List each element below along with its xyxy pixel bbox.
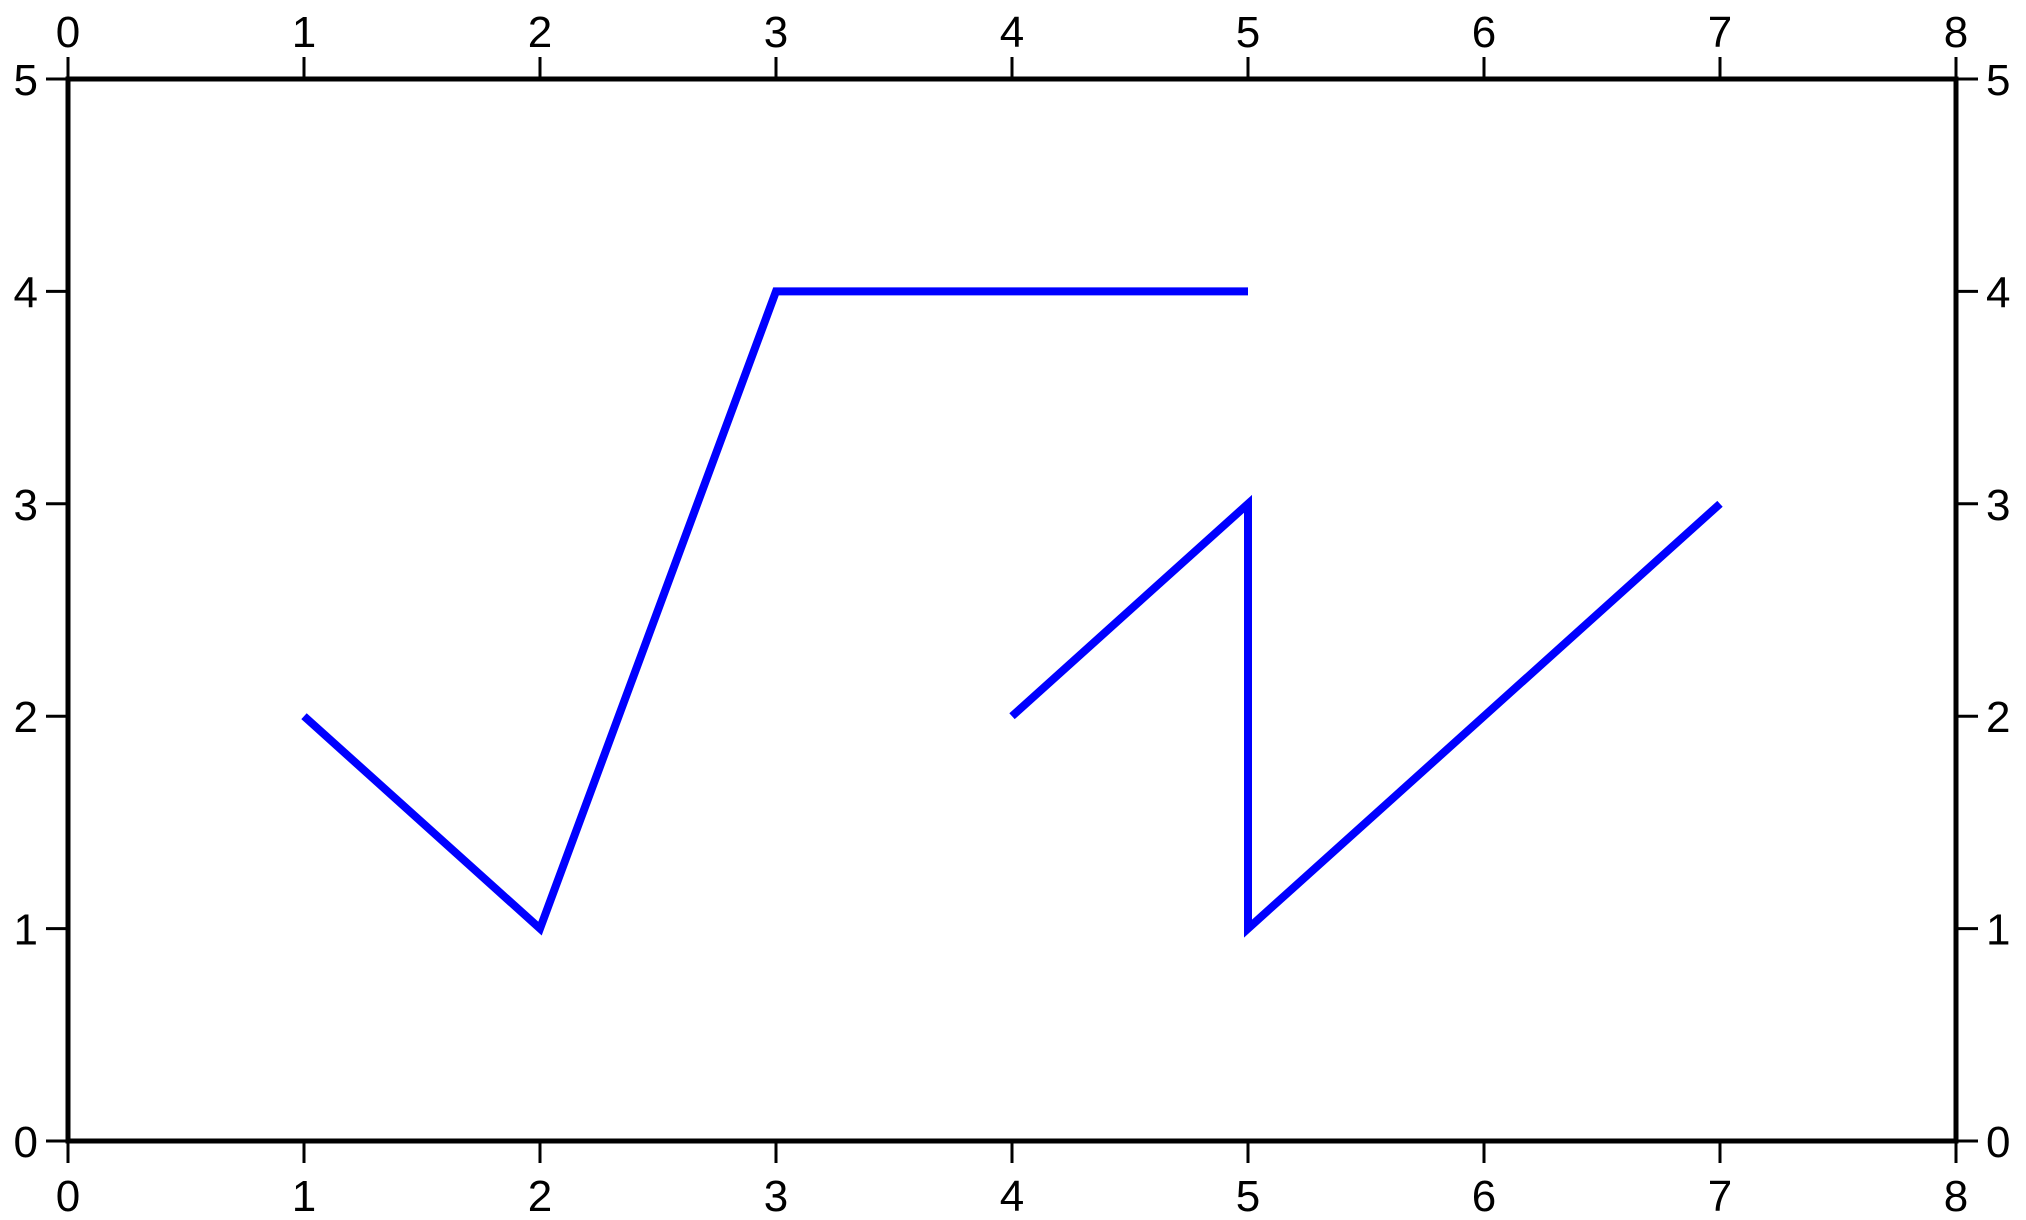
- y-tick-label-right: 0: [1986, 1118, 2010, 1167]
- x-tick-label-top: 5: [1236, 8, 1260, 57]
- x-tick-label-bottom: 3: [764, 1172, 788, 1220]
- x-tick-label-top: 4: [1000, 8, 1024, 57]
- y-tick-label-left: 5: [14, 56, 38, 105]
- series-line-1: [301, 287, 1248, 936]
- x-tick-label-bottom: 0: [56, 1172, 80, 1220]
- x-tick-label-top: 3: [764, 8, 788, 57]
- x-tick-label-top: 1: [292, 8, 316, 57]
- y-tick-label-left: 3: [14, 481, 38, 530]
- x-tick-label-bottom: 5: [1236, 1172, 1260, 1220]
- x-tick-label-top: 6: [1472, 8, 1496, 57]
- y-tick-label-right: 1: [1986, 906, 2010, 955]
- y-tick-label-left: 1: [14, 906, 38, 955]
- x-tick-label-bottom: 8: [1944, 1172, 1968, 1220]
- x-tick-label-top: 8: [1944, 8, 1968, 57]
- y-tick-label-left: 2: [14, 693, 38, 742]
- x-tick-label-bottom: 1: [292, 1172, 316, 1220]
- y-tick-label-left: 0: [14, 1118, 38, 1167]
- y-tick-label-right: 5: [1986, 56, 2010, 105]
- series-line-2: [1009, 494, 1723, 938]
- series-layer: [301, 287, 1723, 938]
- y-tick-label-right: 2: [1986, 693, 2010, 742]
- x-tick-label-top: 0: [56, 8, 80, 57]
- y-tick-label-right: 3: [1986, 481, 2010, 530]
- y-tick-label-right: 4: [1986, 268, 2010, 317]
- x-tick-label-top: 7: [1708, 8, 1732, 57]
- x-tick-label-bottom: 2: [528, 1172, 552, 1220]
- y-tick-label-left: 4: [14, 268, 38, 317]
- x-tick-label-bottom: 7: [1708, 1172, 1732, 1220]
- x-tick-label-bottom: 4: [1000, 1172, 1024, 1220]
- x-tick-label-top: 2: [528, 8, 552, 57]
- x-tick-label-bottom: 6: [1472, 1172, 1496, 1220]
